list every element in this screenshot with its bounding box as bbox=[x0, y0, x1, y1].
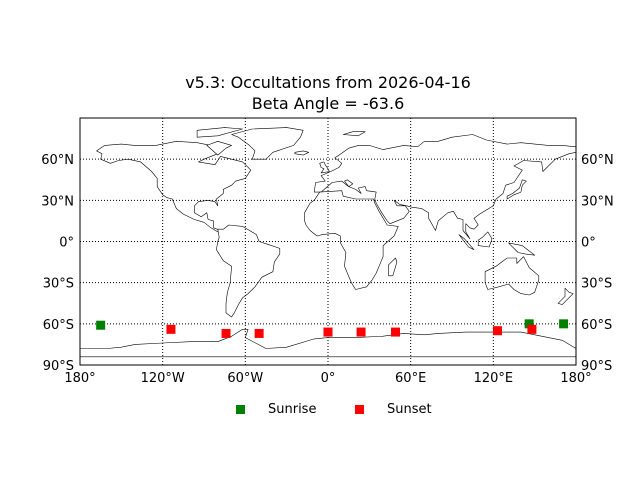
legend-label-sunrise: Sunrise bbox=[268, 401, 317, 417]
lat-label-right: 0° bbox=[581, 236, 596, 251]
lon-label: 120°E bbox=[474, 371, 514, 386]
marker-sunrise bbox=[96, 320, 106, 330]
landmass-eurasia bbox=[313, 134, 577, 240]
marker-sunset bbox=[323, 327, 333, 337]
lon-label: 180° bbox=[64, 371, 95, 386]
lon-label: 120°W bbox=[141, 371, 185, 386]
landmass-baffin bbox=[206, 141, 232, 156]
legend-label-sunset: Sunset bbox=[387, 401, 432, 417]
tick-labels: 60°N 60°N 30°N 30°N 0° 0° 30°S 30°S 60°S 60°S 90°S… bbox=[41, 153, 614, 386]
lat-label-right: 60°S bbox=[581, 318, 612, 333]
landmass-svalbard bbox=[342, 131, 366, 137]
lat-label-right: 60°N bbox=[581, 153, 614, 168]
legend: Sunrise Sunset bbox=[0, 399, 640, 419]
legend-item-sunrise: Sunrise bbox=[236, 399, 316, 419]
marker-sunrise bbox=[559, 319, 569, 329]
legend-swatch-sunrise bbox=[236, 404, 245, 414]
landmass-iceland bbox=[294, 150, 309, 156]
landmass-borneo bbox=[477, 231, 493, 248]
lat-label-left: 90°S bbox=[43, 359, 74, 374]
landmass-north-america bbox=[96, 141, 252, 233]
lat-label-left: 0° bbox=[59, 236, 74, 251]
graticule bbox=[80, 118, 576, 365]
marker-sunset bbox=[527, 324, 537, 334]
marker-sunset bbox=[221, 328, 231, 338]
marker-sunset bbox=[492, 326, 502, 336]
landmass-south-america bbox=[216, 224, 281, 318]
coastlines bbox=[79, 127, 577, 358]
map-frame bbox=[79, 117, 577, 366]
landmass-africa bbox=[304, 190, 399, 290]
marker-sunrise bbox=[524, 319, 534, 329]
lat-label-right: 30°N bbox=[581, 194, 614, 209]
marker-sunset bbox=[356, 327, 366, 337]
landmass-greenland bbox=[231, 127, 304, 160]
lon-label: 60°W bbox=[227, 371, 263, 386]
lon-label: 60°E bbox=[395, 371, 426, 386]
legend-swatch-sunset bbox=[355, 404, 364, 414]
lon-label: 0° bbox=[321, 371, 336, 386]
chart-title: v5.3: Occultations from 2026-04-16 bbox=[185, 73, 471, 92]
lat-label-left: 30°N bbox=[41, 194, 74, 209]
legend-item-sunset: Sunset bbox=[355, 399, 432, 419]
marker-sunset bbox=[254, 328, 264, 338]
marker-sunset bbox=[391, 327, 401, 337]
lat-label-left: 60°S bbox=[43, 318, 74, 333]
landmass-uk bbox=[319, 161, 330, 174]
landmass-madagascar bbox=[388, 257, 398, 277]
lat-label-right: 30°S bbox=[581, 277, 612, 292]
lat-label-right: 90°S bbox=[581, 359, 612, 374]
landmass-sumatra bbox=[458, 234, 475, 250]
landmass-australia bbox=[484, 256, 540, 296]
landmass-new-zealand bbox=[557, 287, 574, 305]
occultation-markers bbox=[96, 319, 569, 338]
lat-label-left: 30°S bbox=[43, 277, 74, 292]
lat-label-left: 60°N bbox=[41, 153, 74, 168]
marker-sunset bbox=[166, 324, 176, 334]
landmass-new-guinea bbox=[508, 242, 535, 256]
landmass-japan bbox=[506, 179, 527, 200]
lon-label: 180° bbox=[560, 371, 591, 386]
landmass-ellesmere bbox=[196, 127, 243, 138]
chart-subtitle: Beta Angle = -63.6 bbox=[251, 94, 405, 113]
